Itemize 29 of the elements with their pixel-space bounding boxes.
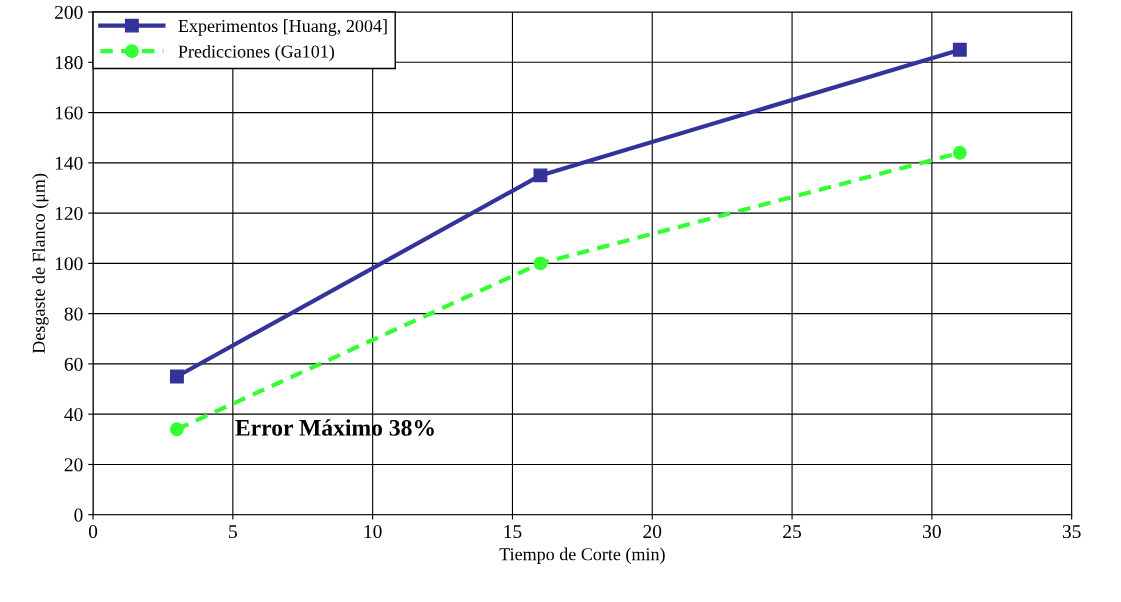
x-tick-label: 5 [229, 525, 237, 539]
y-tick-label: 160 [55, 106, 83, 120]
x-tick-label: 0 [88, 524, 98, 539]
legend-label: Predicciones (Ga101) [178, 44, 335, 62]
x-axis-title: Tiempo de Corte (min) [499, 547, 665, 564]
y-tick-label: 140 [55, 156, 83, 170]
y-tick-label: 60 [64, 357, 83, 371]
x-tick-label: 20 [643, 524, 662, 539]
point [952, 145, 967, 160]
point [169, 422, 184, 437]
y-tick-label: 40 [64, 407, 83, 422]
y-axis-title: Desgaste de Flanco (μm) [32, 173, 49, 354]
point [169, 369, 184, 384]
y-tick-label: 180 [55, 56, 83, 70]
x-tick-label: 30 [923, 524, 941, 539]
x-tick-label: 10 [364, 524, 382, 539]
y-tick-label: 0 [74, 508, 83, 522]
y-tick-label: 100 [55, 257, 83, 271]
x-tick-label: 15 [504, 525, 522, 539]
legend-label: Experimentos [Huang, 2004] [178, 19, 387, 36]
y-tick-label: 120 [55, 206, 83, 221]
point [533, 168, 548, 183]
y-tick-label: 20 [64, 458, 83, 472]
point [533, 256, 548, 271]
x-tick-label: 35 [1062, 525, 1081, 539]
point [952, 42, 967, 57]
x-tick-label: 25 [783, 525, 802, 539]
y-tick-label: 200 [55, 5, 83, 19]
y-tick-label: 80 [64, 307, 83, 321]
